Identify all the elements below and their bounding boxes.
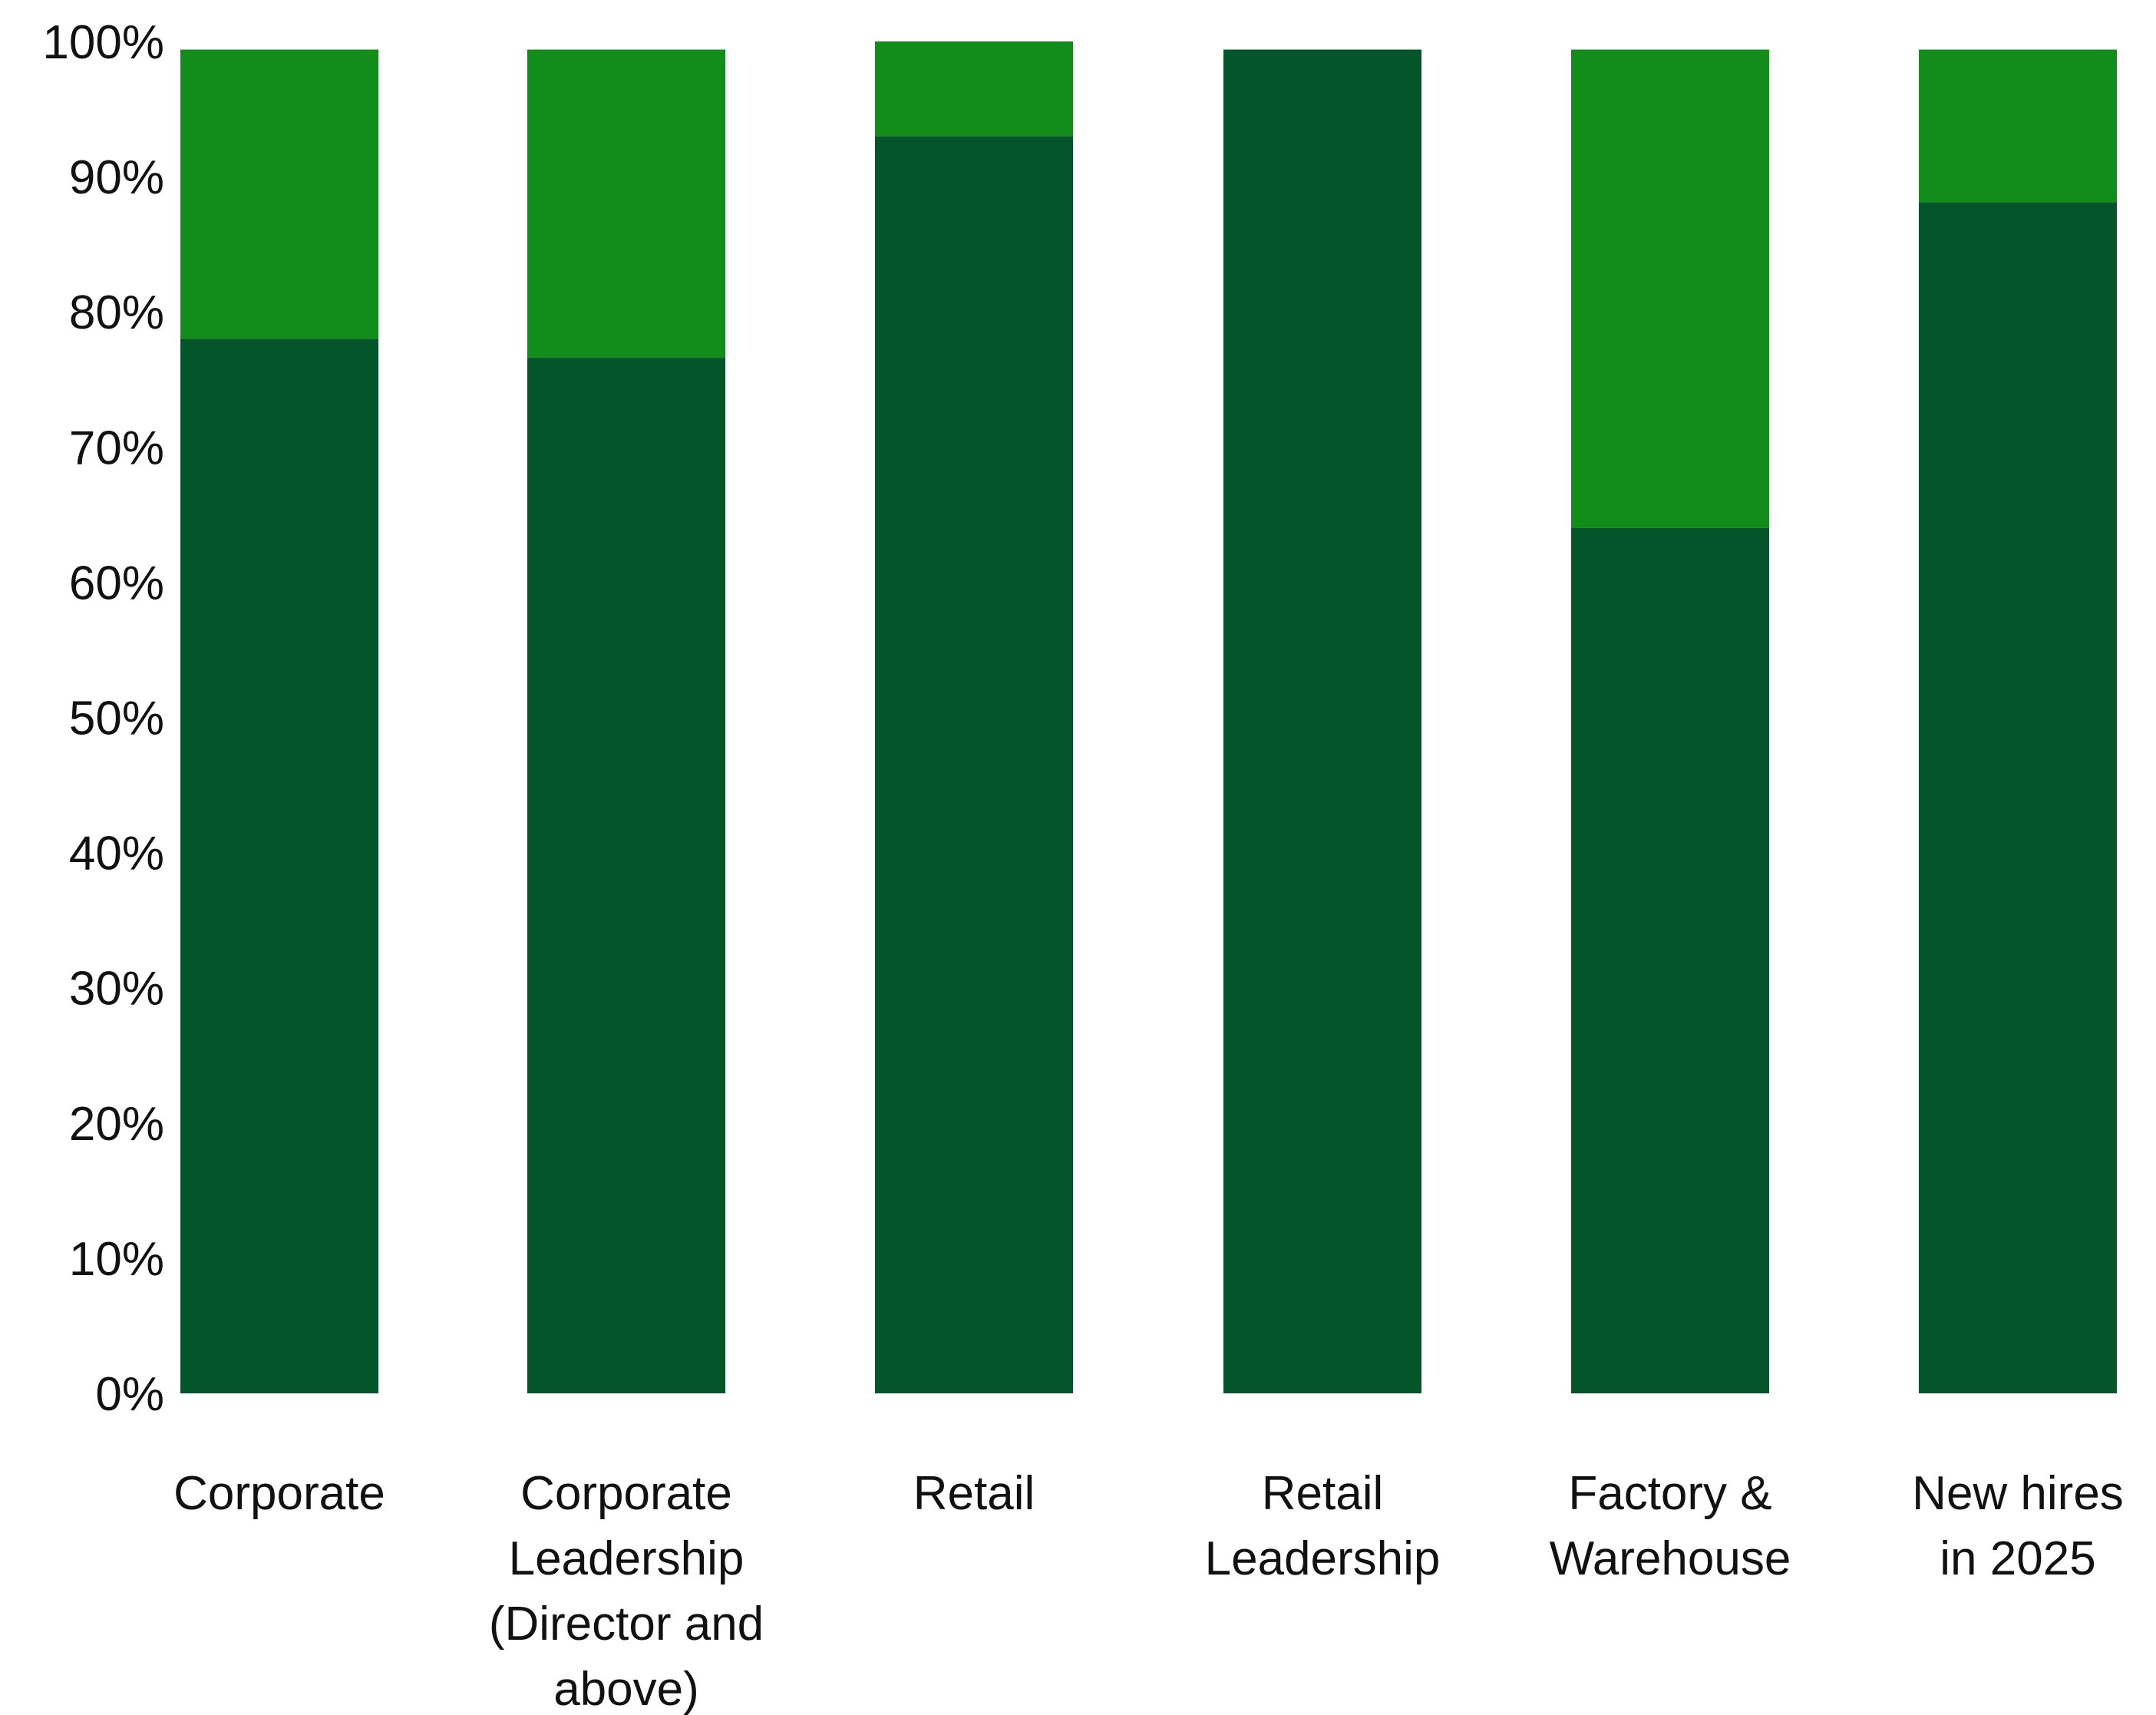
y-tick-label: 70%: [69, 421, 164, 474]
x-tick-label: Retail: [1262, 1467, 1384, 1520]
y-tick-label: 100%: [42, 16, 164, 69]
bars: [180, 41, 2117, 1394]
y-tick-label: 80%: [69, 286, 164, 339]
x-tick-label: Factory &: [1568, 1467, 1771, 1520]
y-tick-label: 20%: [69, 1098, 164, 1151]
x-tick-label: Warehouse: [1550, 1532, 1791, 1585]
bar-segment-primary: [875, 136, 1073, 1393]
y-tick-label: 30%: [69, 963, 164, 1016]
bar-segment-secondary: [1919, 49, 2117, 203]
bar-segment-primary: [1571, 527, 1769, 1394]
bar-segment-secondary: [527, 49, 725, 359]
y-tick-label: 40%: [69, 828, 164, 881]
y-tick-label: 10%: [69, 1233, 164, 1286]
bar-segment-primary: [527, 358, 725, 1394]
y-tick-label: 60%: [69, 557, 164, 610]
x-axis: Corporate Corporate Leadership (Director an…: [173, 1467, 2124, 1715]
x-tick-label: in 2025: [1940, 1532, 2095, 1585]
bar-segment-primary: [1919, 202, 2117, 1394]
x-tick-label: Corporate: [173, 1467, 385, 1520]
y-tick-label: 0%: [95, 1368, 164, 1421]
x-tick-label: Retail: [913, 1467, 1035, 1520]
bar-segment-primary: [180, 339, 378, 1393]
x-tick-label: above): [553, 1663, 699, 1715]
bar-segment-secondary: [180, 49, 378, 339]
x-tick-label: Corporate: [520, 1467, 732, 1520]
bar-segment-secondary: [1571, 49, 1769, 528]
x-tick-label: Leadership: [1205, 1532, 1441, 1585]
bar-segment-primary: [1223, 49, 1421, 1393]
y-axis: 0% 10% 20% 30% 40% 50% 60% 70% 80% 90% 100%: [42, 16, 164, 1421]
bar-segment-secondary: [875, 41, 1073, 137]
x-tick-label: New hires: [1912, 1467, 2124, 1520]
x-tick-label: (Director and: [489, 1598, 764, 1651]
y-tick-label: 90%: [69, 151, 164, 204]
x-tick-label: Leadership: [509, 1532, 745, 1585]
y-tick-label: 50%: [69, 692, 164, 745]
